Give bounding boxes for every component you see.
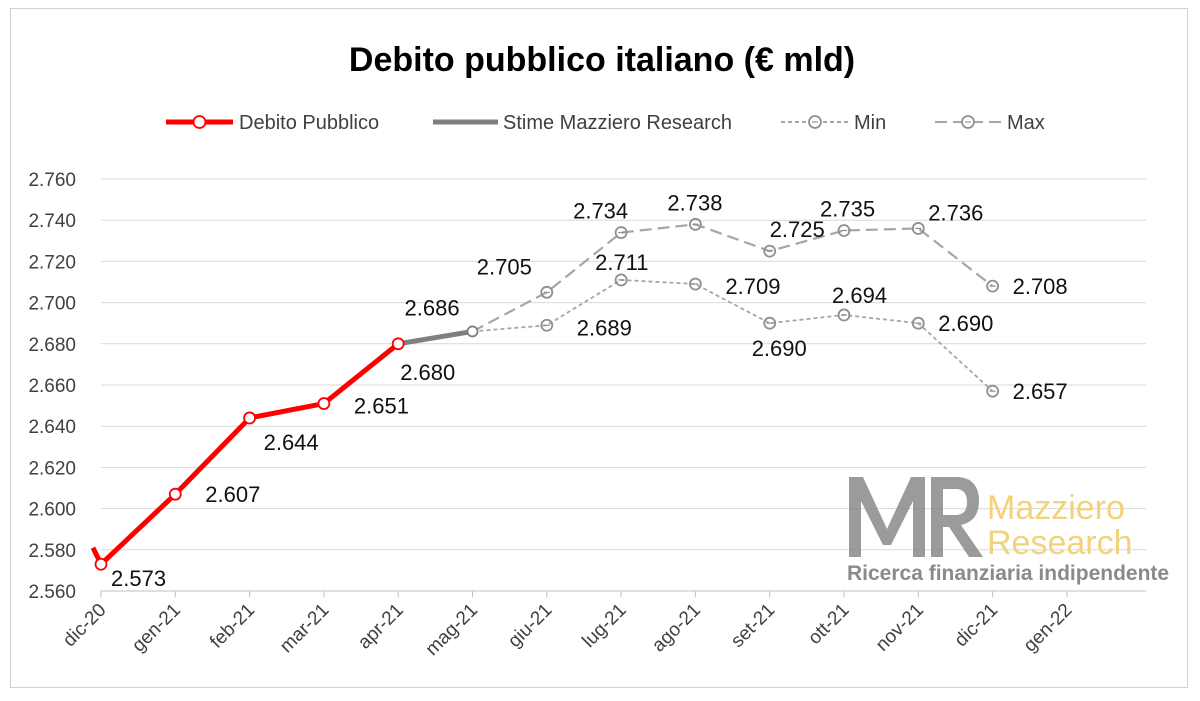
data-label: 2.708 bbox=[1013, 274, 1068, 299]
data-label: 2.686 bbox=[405, 295, 460, 320]
data-point bbox=[986, 279, 999, 293]
series-line-max bbox=[471, 223, 994, 333]
data-label: 2.709 bbox=[725, 274, 780, 299]
y-tick-label: 2.620 bbox=[28, 458, 76, 479]
y-tick-label: 2.600 bbox=[28, 500, 76, 521]
data-point bbox=[911, 316, 925, 330]
y-tick-label: 2.720 bbox=[28, 252, 76, 273]
data-label: 2.690 bbox=[752, 336, 807, 361]
data-label: 2.607 bbox=[205, 482, 260, 507]
legend-entry: Debito Pubblico bbox=[239, 112, 379, 134]
legend-marker bbox=[192, 115, 207, 129]
data-point bbox=[540, 285, 554, 299]
data-point bbox=[689, 217, 702, 231]
data-label: 2.573 bbox=[111, 566, 166, 591]
y-tick-label: 2.760 bbox=[28, 170, 76, 191]
x-tick-label: giu-21 bbox=[504, 600, 556, 652]
legend-entry: Stime Mazziero Research bbox=[503, 112, 732, 134]
x-tick-label: apr-21 bbox=[354, 600, 408, 654]
x-tick-label: ott-21 bbox=[804, 600, 853, 649]
data-point bbox=[911, 222, 925, 235]
y-tick-label: 2.740 bbox=[28, 211, 76, 232]
series-line-min bbox=[472, 279, 994, 392]
x-axis: dic-20 gen-21 feb-21 mar-21 apr-21 mag-21 giu-… bbox=[59, 591, 1076, 660]
line-chart: Debito pubblico italiano (€ mld) Debito … bbox=[28, 41, 1169, 660]
x-tick-label: dic-21 bbox=[951, 600, 1002, 651]
data-label: 2.651 bbox=[354, 394, 409, 419]
x-tick-label: feb-21 bbox=[206, 600, 259, 653]
data-point bbox=[243, 411, 257, 425]
data-label: 2.725 bbox=[770, 217, 825, 242]
data-label: 2.690 bbox=[938, 311, 993, 336]
x-tick-label: dic-20 bbox=[59, 600, 110, 651]
legend-entry: Max bbox=[1007, 112, 1045, 134]
data-labels: 2.689 2.711 2.709 2.690 2.694 2.690 2.657 2.705… bbox=[111, 190, 1068, 591]
y-tick-label: 2.560 bbox=[28, 582, 76, 603]
y-tick-label: 2.580 bbox=[28, 541, 76, 562]
data-point bbox=[466, 325, 479, 338]
series-line-stime-mazziero-research bbox=[397, 328, 473, 347]
y-tick-label: 2.680 bbox=[28, 335, 76, 356]
series-line-debito-pubblico bbox=[90, 341, 400, 567]
data-point bbox=[168, 487, 182, 501]
data-label: 2.644 bbox=[264, 430, 319, 455]
data-label: 2.738 bbox=[667, 190, 722, 215]
logo-name-line2: Research bbox=[987, 524, 1133, 562]
mr-logo-icon bbox=[849, 477, 983, 557]
logo-tagline: Ricerca finanziaria indipendente bbox=[847, 562, 1169, 585]
x-tick-label: gen-21 bbox=[128, 600, 185, 657]
y-tick-label: 2.660 bbox=[28, 376, 76, 397]
x-tick-label: mar-21 bbox=[276, 600, 333, 657]
x-tick-label: set-21 bbox=[727, 600, 779, 652]
data-point bbox=[763, 244, 777, 258]
x-tick-label: mag-21 bbox=[422, 600, 482, 660]
x-tick-label: ago-21 bbox=[648, 600, 705, 657]
data-label: 2.711 bbox=[595, 250, 648, 275]
data-point bbox=[689, 277, 702, 291]
legend-entry: Min bbox=[854, 112, 886, 134]
data-label: 2.689 bbox=[577, 315, 632, 340]
series-lines bbox=[90, 217, 999, 571]
data-label: 2.694 bbox=[832, 283, 887, 308]
data-point bbox=[540, 318, 554, 332]
data-label: 2.735 bbox=[820, 197, 875, 222]
data-point bbox=[614, 273, 628, 287]
logo-name-line1: Mazziero bbox=[987, 489, 1125, 527]
x-tick-label: nov-21 bbox=[872, 600, 928, 656]
data-label: 2.734 bbox=[573, 199, 628, 224]
x-tick-label: lug-21 bbox=[578, 600, 630, 652]
chart-legend: Debito Pubblico Stime Mazziero Research Mi… bbox=[166, 112, 1045, 134]
data-point bbox=[614, 226, 628, 239]
data-point bbox=[837, 224, 851, 237]
x-tick-label: gen-22 bbox=[1020, 600, 1077, 657]
data-point bbox=[94, 557, 108, 571]
chart-title: Debito pubblico italiano (€ mld) bbox=[349, 41, 855, 79]
chart-frame: Debito pubblico italiano (€ mld) Debito … bbox=[10, 8, 1188, 688]
mazziero-research-logo: Mazziero Research Ricerca finanziaria in… bbox=[847, 477, 1169, 585]
data-point bbox=[391, 337, 405, 351]
data-label: 2.705 bbox=[477, 254, 532, 279]
data-label: 2.657 bbox=[1013, 379, 1068, 404]
y-axis: 2.560 2.580 2.600 2.620 2.640 2.660 2.680 2.700… bbox=[28, 170, 76, 603]
y-tick-label: 2.640 bbox=[28, 417, 76, 438]
data-point bbox=[763, 316, 777, 330]
data-point bbox=[986, 384, 999, 398]
data-label: 2.736 bbox=[928, 200, 983, 225]
y-tick-label: 2.700 bbox=[28, 294, 76, 315]
data-point bbox=[837, 308, 851, 322]
data-label: 2.680 bbox=[400, 360, 455, 385]
data-point bbox=[317, 397, 331, 410]
